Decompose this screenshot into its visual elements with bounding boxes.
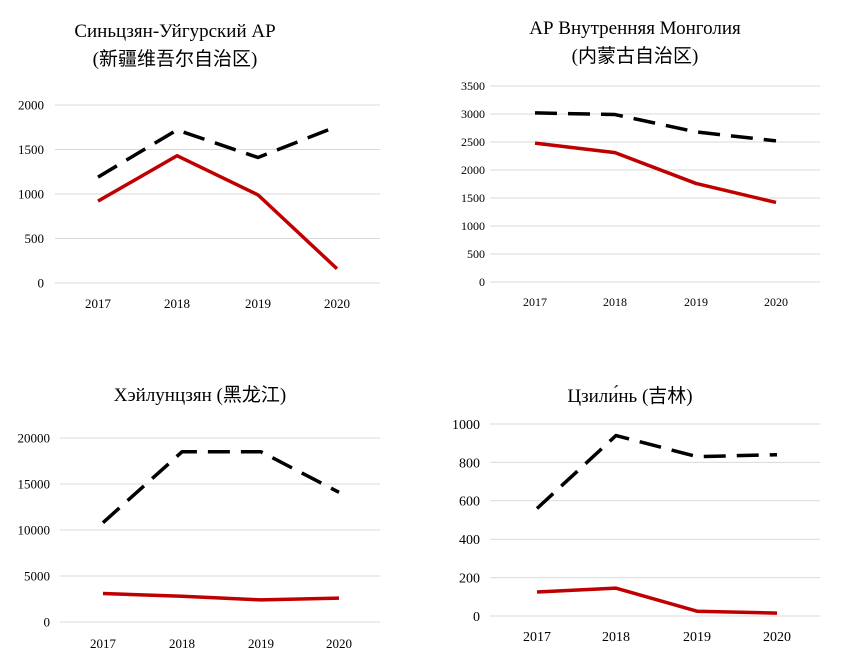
chart-3-x-tick-label: 2020: [326, 636, 352, 651]
chart-3-x-tick-label: 2018: [169, 636, 195, 651]
chart-4-y-tick-label: 800: [459, 456, 480, 471]
chart-1-y-tick-label: 0: [38, 276, 45, 291]
chart-1-series-dashed-line: [97, 124, 338, 179]
chart-3-y-tick-label: 20000: [18, 431, 51, 446]
chart-4-y-tick-label: 600: [459, 495, 480, 510]
chart-4-y-tick-label: 1000: [452, 418, 480, 433]
chart-1-y-tick-label: 1500: [18, 142, 44, 157]
chart-1-y-tick-label: 1000: [18, 187, 44, 202]
chart-1-series-solid-line: [97, 153, 339, 271]
chart-4-series-solid-line: [536, 586, 778, 615]
chart-4-x-tick-label: 2018: [602, 630, 630, 645]
chart-2-y-tick-label: 3000: [461, 107, 485, 121]
chart-4-x-tick-label: 2020: [763, 630, 791, 645]
chart-2-y-tick-label: 1500: [461, 191, 485, 205]
chart-4-title: Цзили́нь (吉林): [567, 386, 693, 407]
chart-1-x-tick-label: 2019: [245, 296, 271, 311]
chart-4-series-dashed-line: [535, 433, 778, 510]
chart-3-y-tick-label: 5000: [24, 569, 50, 584]
chart-1-x-tick-label: 2018: [164, 296, 190, 311]
chart-2-x-tick-label: 2018: [603, 295, 627, 309]
chart-3-y-tick-label: 10000: [18, 523, 51, 538]
chart-2-y-tick-label: 0: [479, 275, 485, 289]
chart-4-y-tick-label: 200: [459, 572, 480, 587]
chart-3-x-tick-label: 2017: [90, 636, 117, 651]
chart-1-subtitle: (新疆维吾尔自治区): [92, 49, 258, 70]
chart-2-series-dashed-line: [534, 111, 777, 143]
chart-2-y-tick-label: 1000: [461, 219, 485, 233]
chart-3-series-dashed-line: [101, 450, 340, 524]
chart-3-title: Хэйлунцзян (黑龙江): [113, 385, 287, 406]
chart-3-y-tick-label: 0: [44, 615, 51, 630]
chart-2-y-tick-label: 3500: [461, 79, 485, 93]
chart-2-y-tick-label: 2500: [461, 135, 485, 149]
chart-3-series-solid-line: [102, 591, 340, 602]
chart-4-x-tick-label: 2017: [523, 630, 551, 645]
chart-2-x-tick-label: 2017: [523, 295, 547, 309]
chart-2-y-tick-label: 500: [467, 247, 485, 261]
chart-2-title: АР Внутренняя Монголия: [529, 18, 741, 39]
chart-2-series-solid-line: [534, 141, 777, 205]
chart-2-x-tick-label: 2019: [684, 295, 708, 309]
chart-4-y-tick-label: 0: [473, 610, 480, 625]
chart-3-y-tick-label: 15000: [18, 477, 51, 492]
chart-2-x-tick-label: 2020: [764, 295, 788, 309]
chart-4-x-tick-label: 2019: [683, 630, 711, 645]
chart-1-x-tick-label: 2020: [324, 296, 350, 311]
chart-1-title: Синьцзян-Уйгурский АР: [74, 21, 276, 42]
chart-4-y-tick-label: 400: [459, 533, 480, 548]
chart-2-subtitle: (内蒙古自治区): [571, 46, 699, 67]
chart-2-y-tick-label: 2000: [461, 163, 485, 177]
chart-1-y-tick-label: 2000: [18, 98, 44, 113]
chart-3-x-tick-label: 2019: [248, 636, 274, 651]
chart-1-x-tick-label: 2017: [85, 296, 112, 311]
chart-1-y-tick-label: 500: [25, 231, 45, 246]
